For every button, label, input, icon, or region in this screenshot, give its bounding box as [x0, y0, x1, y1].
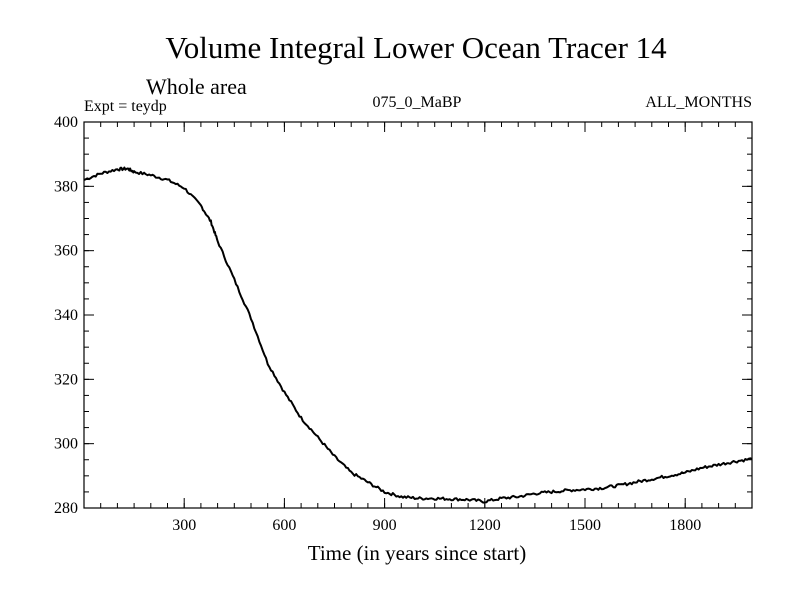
x-tick-label: 600 — [272, 517, 296, 534]
y-tick-label: 320 — [54, 371, 78, 388]
y-tick-label: 400 — [54, 114, 78, 131]
y-tick-label: 360 — [54, 243, 78, 260]
x-tick-label: 1800 — [669, 517, 701, 534]
x-tick-label: 300 — [172, 517, 196, 534]
chart-subtitle: Whole area — [146, 74, 247, 99]
x-tick-label: 900 — [373, 517, 397, 534]
annotation-expt: Expt = teydp — [84, 98, 167, 115]
plot-area — [83, 121, 753, 509]
y-tick-label: 380 — [54, 178, 78, 195]
x-axis-label: Time (in years since start) — [308, 541, 527, 565]
x-tick-label: 1500 — [569, 517, 601, 534]
axis-tick-labels: 300 600 900 1200 1500 1800 280 300 320 340 360 380 4… — [54, 114, 701, 534]
y-tick-label: 340 — [54, 307, 78, 324]
x-tick-label: 1200 — [469, 517, 501, 534]
axis-ticks — [84, 121, 752, 509]
chart-title: Volume Integral Lower Ocean Tracer 14 — [165, 30, 667, 65]
y-tick-label: 280 — [54, 500, 78, 517]
annotation-months: ALL_MONTHS — [645, 94, 752, 111]
y-tick-label: 300 — [54, 436, 78, 453]
annotation-run: 075_0_MaBP — [373, 94, 462, 111]
series-line-tracer-14 — [83, 166, 753, 504]
